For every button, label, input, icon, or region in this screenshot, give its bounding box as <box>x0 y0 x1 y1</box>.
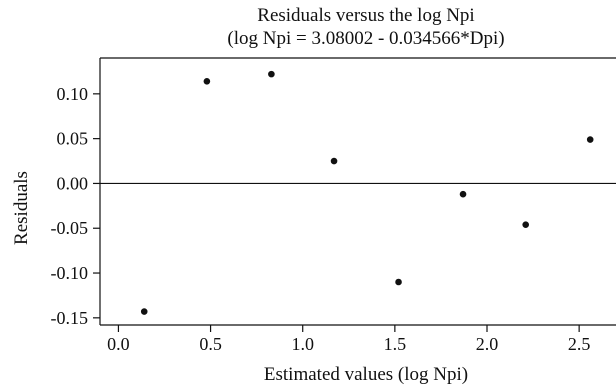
data-point-5 <box>395 278 402 286</box>
data-point-6 <box>459 190 467 198</box>
data-point-3 <box>268 70 275 78</box>
y-tick-label: 0.10 <box>57 84 89 104</box>
x-tick-label: 2.5 <box>568 334 591 354</box>
x-tick-label: 1.5 <box>384 334 407 354</box>
y-axis-label: Residuals <box>11 171 32 245</box>
y-tick-label: 0.00 <box>57 173 89 193</box>
data-point-1 <box>140 308 148 315</box>
y-tick-label: -0.10 <box>51 263 89 283</box>
plot-area <box>99 57 616 326</box>
x-tick-label: 0.5 <box>199 334 222 354</box>
data-point-8 <box>586 136 594 143</box>
y-tick-label: -0.15 <box>51 308 89 328</box>
x-tick-label: 0.0 <box>107 334 130 354</box>
data-point-7 <box>522 221 529 228</box>
chart-title: Residuals versus the log Npi <box>257 5 474 26</box>
y-tick-label: -0.05 <box>51 218 89 238</box>
x-tick-label: 2.0 <box>476 334 499 354</box>
data-point-2 <box>203 77 211 85</box>
y-tick-label: 0.05 <box>57 129 89 149</box>
x-axis-label: Estimated values (log Npi) <box>264 364 468 385</box>
x-tick-label: 1.0 <box>291 334 314 354</box>
chart-subtitle: (log Npi = 3.08002 - 0.034566*Dpi) <box>227 28 504 49</box>
data-point-4 <box>330 157 338 165</box>
x-axis-ticks: 0.0 0.5 1.0 1.5 2.0 2.5 <box>107 325 590 354</box>
data-points <box>140 70 594 315</box>
y-axis-ticks: -0.15 -0.10 -0.05 0.00 0.05 0.10 <box>51 84 100 328</box>
